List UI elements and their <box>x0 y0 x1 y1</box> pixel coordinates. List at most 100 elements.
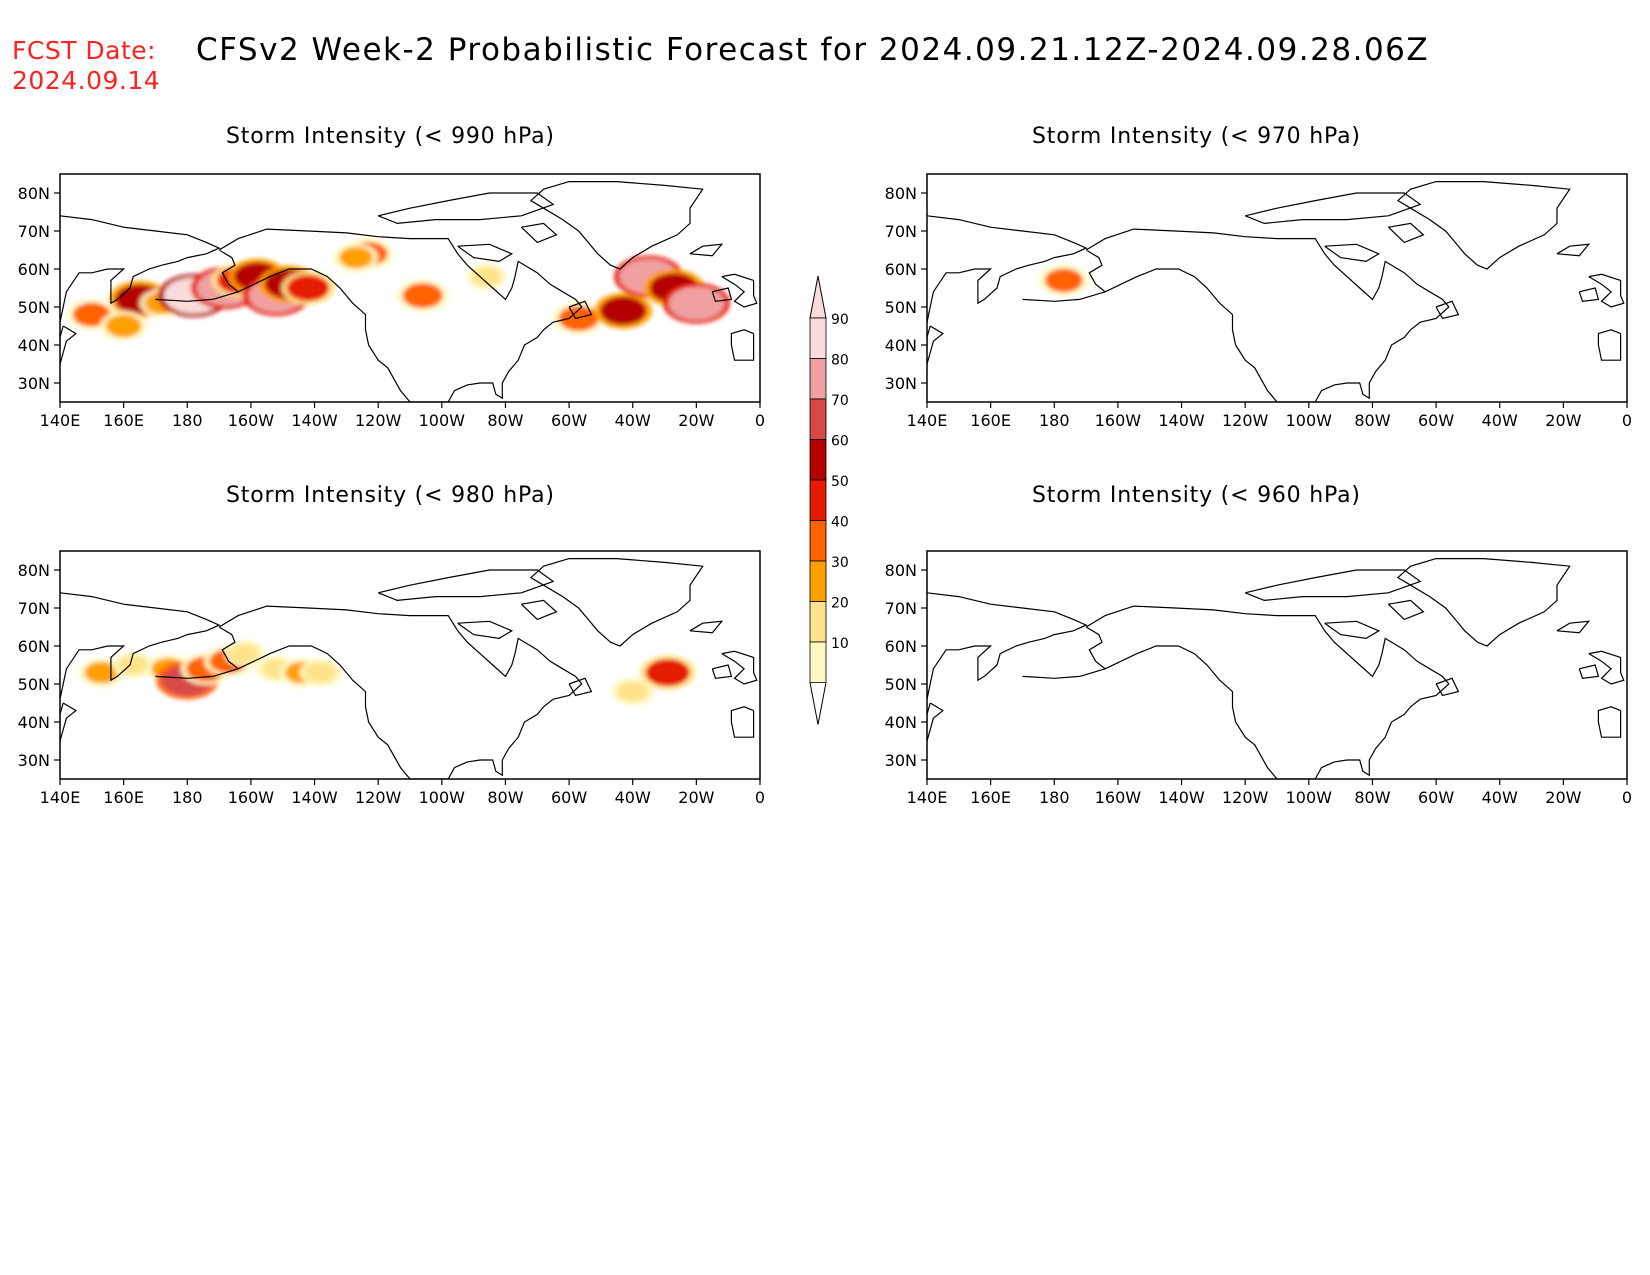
colorbar-top-arrow <box>809 275 827 319</box>
y-tick-label: 40N <box>18 336 50 355</box>
coastline <box>529 558 704 647</box>
y-tick-label: 50N <box>885 675 917 694</box>
coastlines <box>60 181 758 402</box>
coastline <box>1022 291 1106 302</box>
x-tick-label: 140E <box>40 788 81 807</box>
probability-blob <box>339 247 373 269</box>
x-tick-label: 160E <box>970 788 1011 807</box>
coastline <box>730 329 755 361</box>
probability-blob <box>471 267 501 286</box>
probability-blob <box>73 302 111 327</box>
y-tick-label: 40N <box>885 336 917 355</box>
forecast-date-value: 2024.09.14 <box>12 66 161 95</box>
x-tick-label: 20W <box>1545 788 1581 807</box>
map-panel-960: 140E 160E 180 160W 140W 120W 100W 80W 60W 40W 20W 0… <box>885 550 1632 807</box>
x-tick-label: 0 <box>755 788 765 807</box>
probability-blob <box>118 655 148 675</box>
colorbar-label: 50 <box>831 474 849 490</box>
coastline <box>711 664 733 679</box>
x-tick-label: 60W <box>1418 788 1454 807</box>
colorbar-segment <box>809 560 827 602</box>
coastline <box>1588 273 1625 308</box>
coastline <box>1588 650 1625 685</box>
colorbar-segment <box>809 439 827 481</box>
probability-blob <box>305 662 337 683</box>
map-frame <box>59 550 761 780</box>
coastline <box>721 273 758 308</box>
y-tick-label: 80N <box>885 184 917 203</box>
x-tick-label: 180 <box>1039 788 1070 807</box>
colorbar-segment <box>809 479 827 521</box>
panel-title-970: Storm Intensity (< 970 hPa) <box>1032 124 1361 149</box>
coastline <box>520 599 558 621</box>
map-panel-990: 140E 160E 180 160W 140W 120W 100W 80W 60W 40W 20W 0… <box>18 173 765 430</box>
probability-blob <box>1045 268 1083 293</box>
x-tick-label: 120W <box>355 788 402 807</box>
y-tick-label: 70N <box>18 222 50 241</box>
x-tick-label: 140W <box>291 411 338 430</box>
x-tick-label: 60W <box>551 411 587 430</box>
y-tick-label: 70N <box>885 599 917 618</box>
coastline <box>927 325 944 365</box>
coastlines <box>927 558 1625 779</box>
x-tick-label: 20W <box>678 411 714 430</box>
coastline <box>568 677 593 697</box>
y-tick-label: 50N <box>885 298 917 317</box>
x-tick-label: 0 <box>755 411 765 430</box>
y-tick-label: 50N <box>18 298 50 317</box>
x-tick-label: 160W <box>1095 411 1142 430</box>
coastline <box>689 243 724 257</box>
x-tick-label: 140W <box>1158 411 1205 430</box>
y-tick-label: 30N <box>18 751 50 770</box>
coastline <box>155 668 239 679</box>
colorbar: 90 80 70 60 50 40 30 20 10 <box>809 275 849 725</box>
probability-field <box>67 238 730 342</box>
coastline <box>927 702 944 742</box>
x-tick-label: 80W <box>1354 411 1390 430</box>
x-tick-label: 180 <box>1039 411 1070 430</box>
coastline <box>1578 287 1600 302</box>
coastline <box>927 215 1088 323</box>
y-tick-label: 30N <box>885 751 917 770</box>
colorbar-bottom-arrow <box>809 682 827 725</box>
coastlines <box>927 181 1625 402</box>
coastline <box>529 181 704 270</box>
coastline <box>377 192 555 225</box>
colorbar-label: 80 <box>831 353 849 369</box>
coastline <box>155 291 239 302</box>
x-tick-label: 120W <box>355 411 402 430</box>
x-tick-label: 180 <box>172 788 203 807</box>
x-tick-label: 40W <box>1482 788 1518 807</box>
colorbar-label: 30 <box>831 555 849 571</box>
coastline <box>1244 192 1422 225</box>
x-tick-label: 20W <box>678 788 714 807</box>
x-tick-label: 140E <box>40 411 81 430</box>
coastline <box>457 620 514 640</box>
x-tick-label: 160W <box>228 411 275 430</box>
map-frame <box>926 550 1628 780</box>
x-tick-label: 160E <box>103 788 144 807</box>
coastline <box>218 228 583 402</box>
y-tick-label: 80N <box>18 561 50 580</box>
probability-blob <box>617 681 649 702</box>
colorbar-segment <box>809 601 827 643</box>
probability-blob <box>402 283 443 308</box>
colorbar-label: 90 <box>831 312 849 328</box>
panel-title-990: Storm Intensity (< 990 hPa) <box>226 124 555 149</box>
coastline <box>1597 329 1622 361</box>
y-tick-label: 30N <box>885 374 917 393</box>
forecast-date-block: FCST Date: 2024.09.14 <box>12 36 160 96</box>
probability-field <box>1039 264 1089 297</box>
x-tick-label: 160E <box>970 411 1011 430</box>
y-tick-label: 30N <box>18 374 50 393</box>
x-tick-label: 100W <box>419 411 466 430</box>
x-tick-label: 80W <box>1354 788 1390 807</box>
panel-title-980: Storm Intensity (< 980 hPa) <box>226 483 555 508</box>
y-tick-label: 80N <box>885 561 917 580</box>
x-tick-label: 100W <box>1286 788 1333 807</box>
colorbar-segment <box>809 641 827 683</box>
coastline <box>60 592 221 700</box>
colorbar-label: 10 <box>831 636 849 652</box>
probability-blob <box>287 275 330 301</box>
